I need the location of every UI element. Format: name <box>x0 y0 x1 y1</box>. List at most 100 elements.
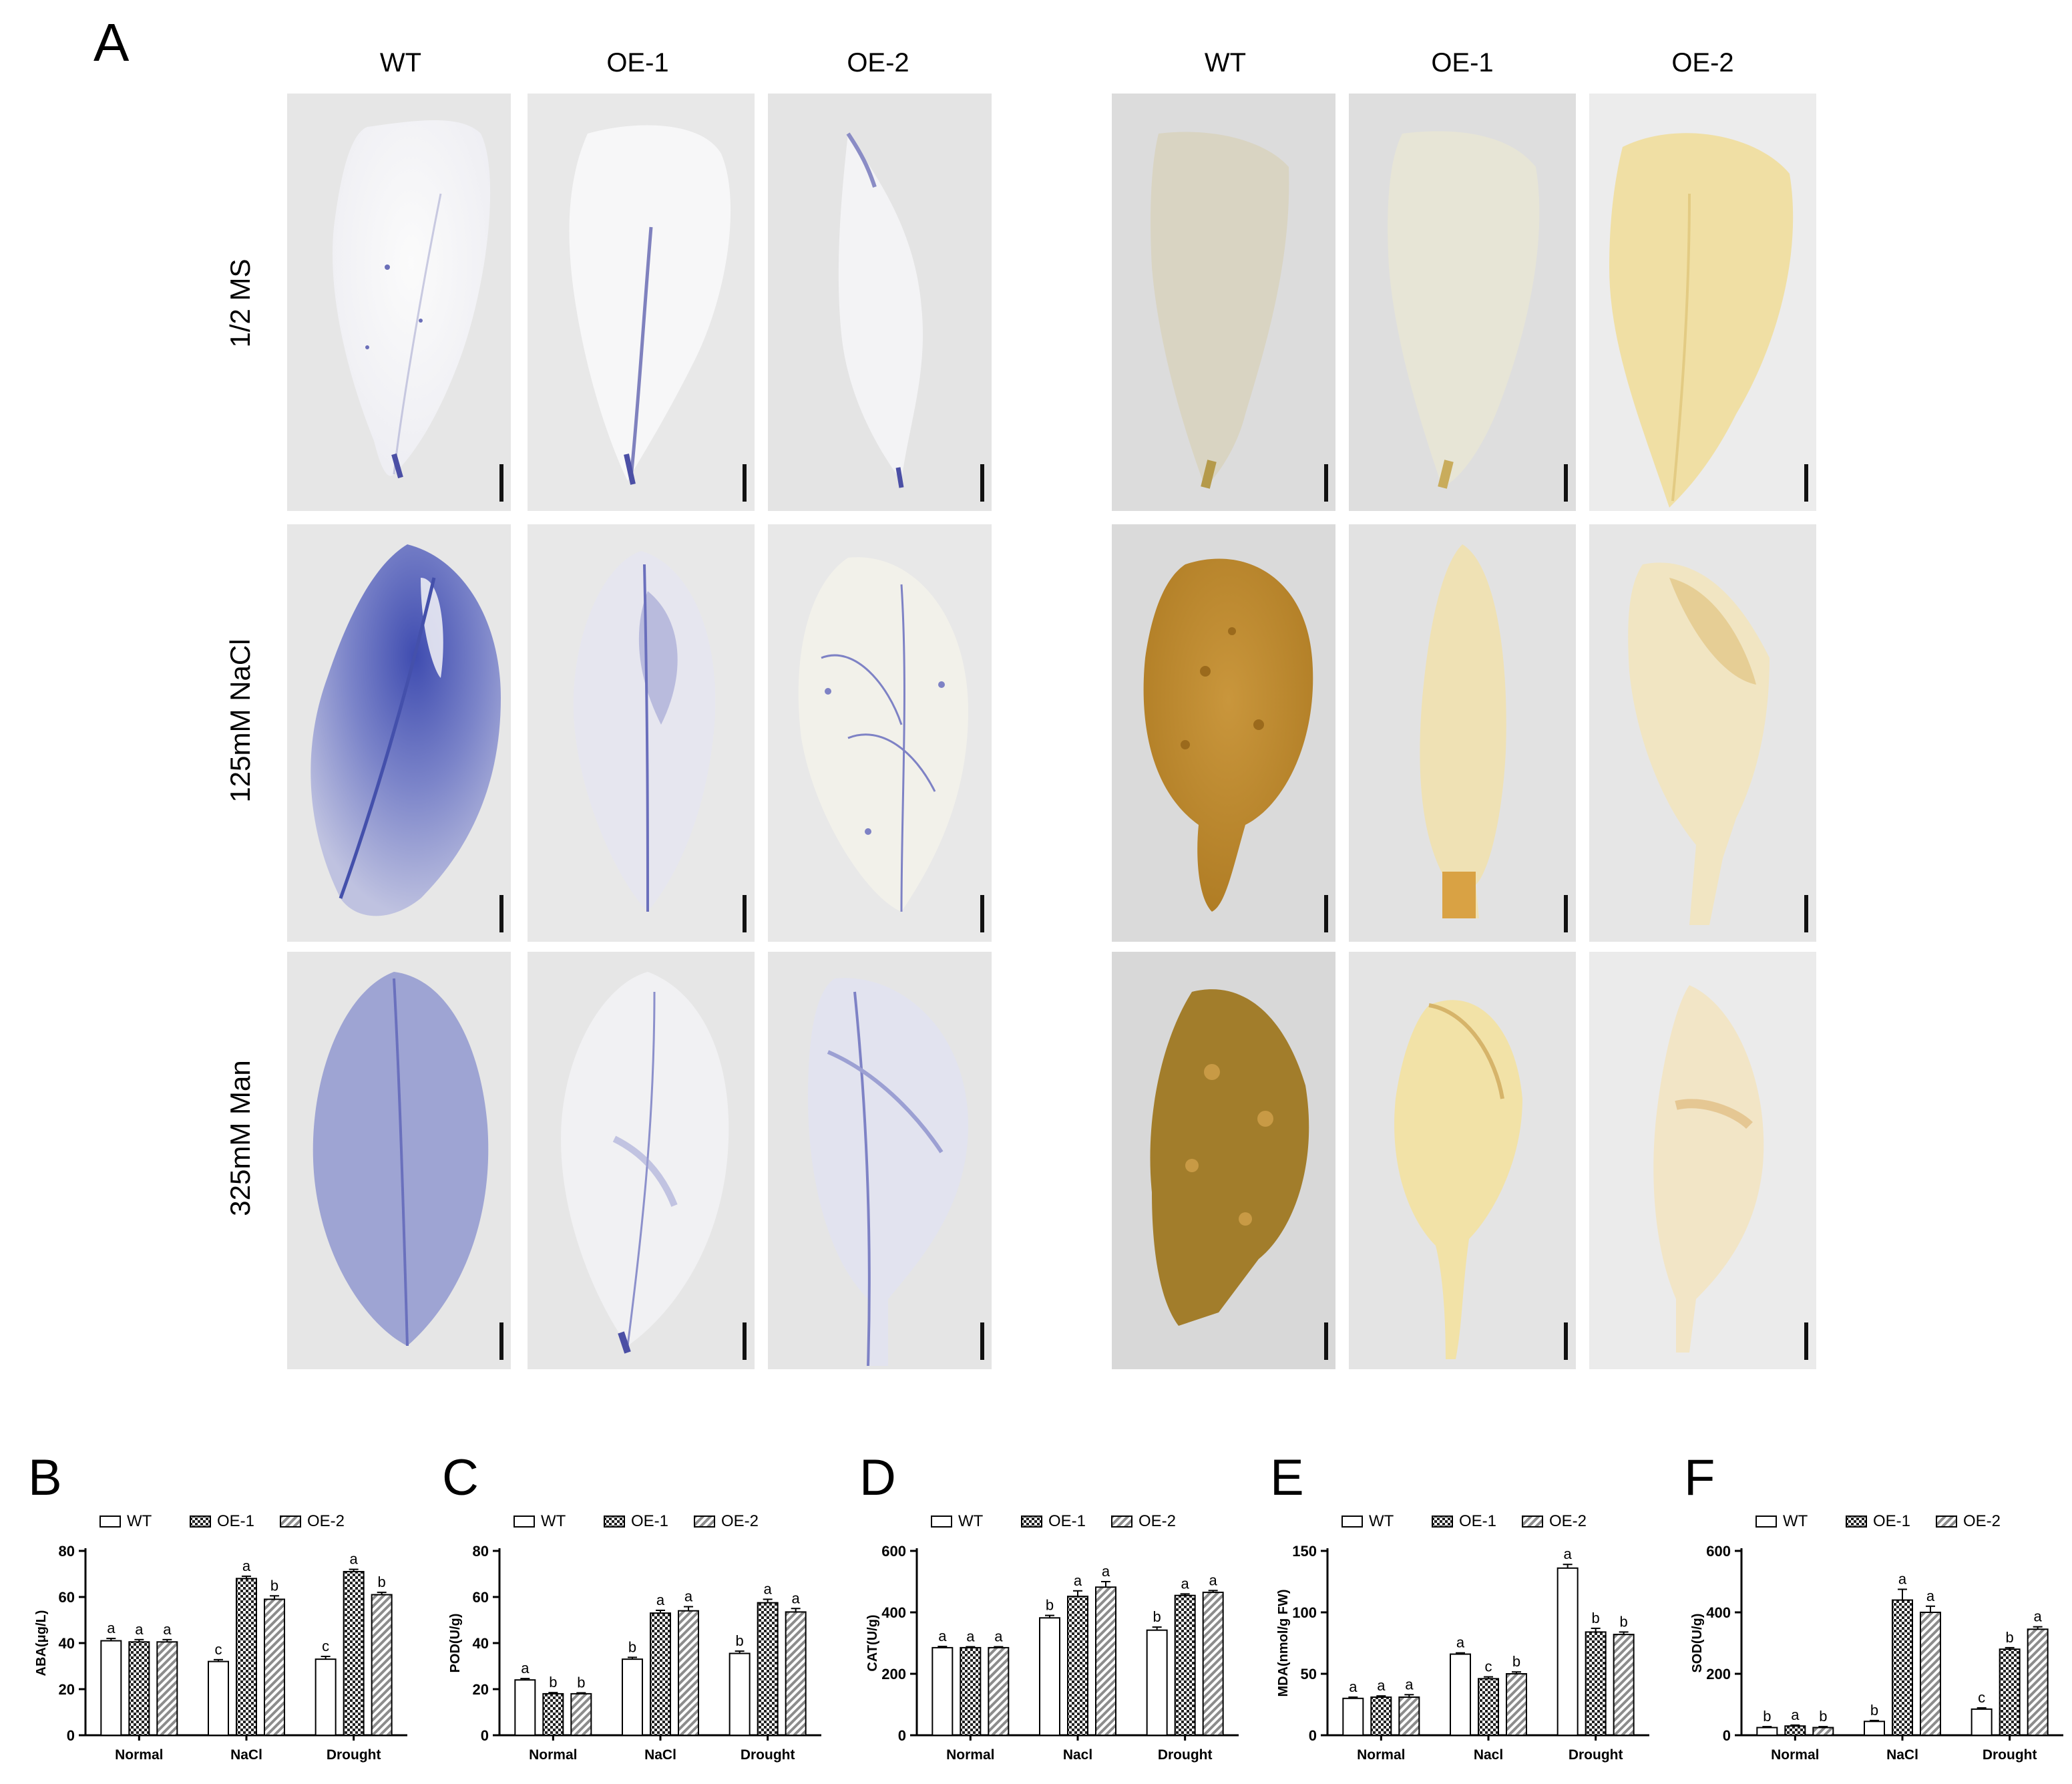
scale-bar <box>980 464 984 502</box>
y-tick-label: 200 <box>881 1666 906 1682</box>
legend-item: OE-2 <box>1936 1512 2001 1530</box>
significance-letter: a <box>1074 1572 1082 1589</box>
significance-letter: b <box>1046 1597 1054 1614</box>
x-tick-label: Drought <box>741 1747 795 1763</box>
significance-letter: a <box>938 1628 947 1644</box>
bar <box>650 1612 671 1736</box>
panel-letter: D <box>859 1449 896 1506</box>
y-tick-label: 20 <box>59 1681 75 1698</box>
legend-swatch <box>1111 1515 1132 1528</box>
significance-letter: b <box>1870 1702 1878 1719</box>
x-tick-label: Drought <box>327 1747 381 1763</box>
leaf-photo-wt-nbt-control <box>287 94 511 511</box>
y-tick-label: 40 <box>473 1635 489 1652</box>
significance-letter: a <box>1791 1707 1800 1723</box>
x-tick-label: Drought <box>1569 1747 1623 1763</box>
bar <box>785 1611 807 1736</box>
y-tick-label: 60 <box>59 1589 75 1606</box>
legend-item: OE-1 <box>604 1512 668 1530</box>
x-tick-label: Normal <box>529 1747 577 1763</box>
bar <box>1920 1612 1941 1736</box>
bar <box>1450 1653 1471 1736</box>
y-tick-label: 150 <box>1292 1543 1317 1560</box>
chart-pod: C WT OE-1 OE-2 0 20 40 60 80 POD(U/g) a b b Normal b a a… <box>427 1443 828 1777</box>
leaf-photo-oe2-nbt-control <box>768 94 992 511</box>
x-tick-label: NaCl <box>230 1747 262 1763</box>
bar <box>1202 1592 1224 1736</box>
legend-label: WT <box>958 1512 984 1530</box>
scale-bar <box>1804 1322 1808 1360</box>
y-axis-label: MDA(nmol/g FW) <box>1276 1589 1291 1697</box>
panel-letter: B <box>28 1449 62 1506</box>
bar <box>1812 1727 1834 1736</box>
significance-letter: a <box>792 1590 801 1606</box>
legend-label: WT <box>1783 1512 1808 1530</box>
scale-bar <box>743 464 747 502</box>
column-header-oe2-dab: OE-2 <box>1671 48 1734 77</box>
bar <box>1971 1708 1993 1736</box>
legend-item: OE-2 <box>280 1512 345 1530</box>
legend-swatch <box>1846 1515 1867 1528</box>
y-tick-label: 60 <box>473 1589 489 1606</box>
significance-letter: b <box>270 1577 278 1594</box>
significance-letter: c <box>322 1638 329 1654</box>
scale-bar <box>499 1322 503 1360</box>
legend-label: OE-2 <box>721 1512 759 1530</box>
x-tick-label: Nacl <box>1063 1747 1092 1763</box>
significance-letter: a <box>1405 1676 1414 1692</box>
legend-item: OE-1 <box>1432 1512 1496 1530</box>
bar <box>514 1679 536 1737</box>
scale-bar <box>743 1322 747 1360</box>
significance-letter: a <box>107 1620 116 1636</box>
y-tick-label: 400 <box>1706 1604 1731 1621</box>
bar <box>1999 1648 2021 1737</box>
y-tick-label: 50 <box>1301 1666 1317 1682</box>
significance-letter: a <box>656 1592 665 1608</box>
significance-letter: a <box>1209 1572 1218 1588</box>
bar <box>128 1641 150 1736</box>
scale-bar <box>980 1322 984 1360</box>
significance-letter: a <box>1102 1563 1110 1580</box>
significance-letter: b <box>1592 1610 1600 1626</box>
y-tick-label: 400 <box>881 1604 906 1621</box>
bar <box>2027 1628 2049 1736</box>
legend-swatch <box>190 1515 211 1528</box>
chart-sod: F WT OE-1 OE-2 0 200 400 600 SOD(U/g) b a b Normal b a… <box>1669 1443 2070 1777</box>
legend-swatch <box>604 1515 625 1528</box>
leaf-photo-oe1-dab-nacl <box>1349 524 1576 942</box>
scale-bar <box>499 895 503 932</box>
y-axis-label: POD(U/g) <box>448 1614 463 1673</box>
significance-letter: b <box>1512 1653 1520 1670</box>
legend-swatch <box>513 1515 535 1528</box>
bar <box>729 1652 751 1736</box>
bar <box>988 1646 1010 1736</box>
row-label-mannitol: 325mM Man <box>224 1060 256 1216</box>
significance-letter: a <box>242 1558 251 1574</box>
significance-letter: a <box>684 1588 693 1604</box>
legend-label: OE-2 <box>307 1512 345 1530</box>
y-tick-label: 80 <box>59 1543 75 1560</box>
chart-aba: B WT OE-1 OE-2 0 20 40 60 80 ABA(μg/L) a a a Normal c a… <box>13 1443 414 1777</box>
legend-item: OE-1 <box>1846 1512 1910 1530</box>
x-tick-label: Normal <box>115 1747 163 1763</box>
bar <box>1864 1721 1885 1736</box>
significance-letter: a <box>1564 1546 1573 1562</box>
y-axis-label: SOD(U/g) <box>1690 1614 1705 1673</box>
scale-bar <box>1324 895 1328 932</box>
significance-letter: b <box>1763 1708 1771 1725</box>
chart-mda: E WT OE-1 OE-2 0 50 100 150 MDA(nmol/g FW) a a a Nor… <box>1255 1443 1656 1777</box>
leaf-photo-wt-dab-control <box>1112 94 1335 511</box>
scale-bar <box>1564 464 1568 502</box>
significance-letter: a <box>521 1660 530 1676</box>
bar <box>678 1610 699 1736</box>
x-tick-label: Nacl <box>1474 1747 1503 1763</box>
significance-letter: b <box>736 1632 744 1649</box>
significance-letter: b <box>628 1638 636 1655</box>
legend-label: WT <box>127 1512 152 1530</box>
legend-swatch <box>931 1515 952 1528</box>
significance-letter: b <box>1153 1608 1161 1625</box>
bar <box>1370 1696 1392 1736</box>
chart-cat: D WT OE-1 OE-2 0 200 400 600 CAT(U/g) a a a Normal b a… <box>845 1443 1245 1777</box>
scale-bar <box>1324 464 1328 502</box>
y-tick-label: 80 <box>473 1543 489 1560</box>
